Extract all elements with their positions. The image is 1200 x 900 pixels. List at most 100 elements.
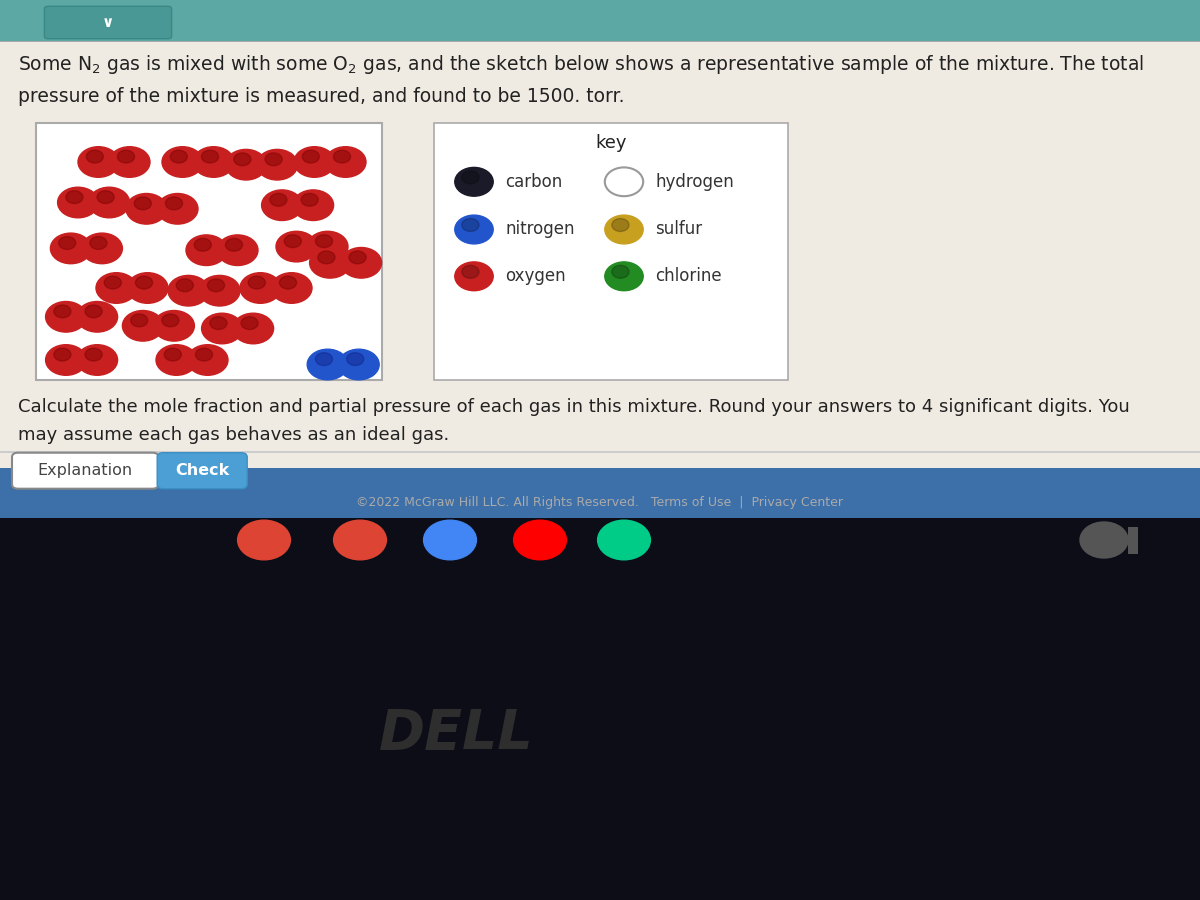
Circle shape (318, 251, 335, 264)
Text: Explanation: Explanation (37, 464, 133, 478)
FancyBboxPatch shape (36, 123, 382, 380)
FancyBboxPatch shape (1128, 526, 1138, 554)
Circle shape (58, 187, 98, 218)
Circle shape (176, 279, 193, 292)
Circle shape (154, 310, 194, 341)
Circle shape (162, 314, 179, 327)
Text: carbon: carbon (505, 173, 563, 191)
Circle shape (341, 248, 382, 278)
Circle shape (316, 353, 332, 365)
Circle shape (455, 262, 493, 291)
Circle shape (126, 194, 167, 224)
Circle shape (302, 150, 319, 163)
Circle shape (301, 194, 318, 206)
Circle shape (156, 345, 197, 375)
Circle shape (97, 191, 114, 203)
Circle shape (424, 520, 476, 560)
Circle shape (270, 194, 287, 206)
Circle shape (86, 150, 103, 163)
FancyBboxPatch shape (0, 0, 1200, 513)
Circle shape (193, 147, 234, 177)
Circle shape (276, 231, 317, 262)
Text: Calculate the mole fraction and partial pressure of each gas in this mixture. Ro: Calculate the mole fraction and partial … (18, 398, 1129, 416)
Circle shape (134, 197, 151, 210)
Circle shape (271, 273, 312, 303)
Circle shape (612, 219, 629, 231)
Text: ∨: ∨ (102, 15, 114, 30)
Text: oxygen: oxygen (505, 267, 566, 285)
Circle shape (104, 276, 121, 289)
Circle shape (199, 275, 240, 306)
Circle shape (1080, 522, 1128, 558)
Text: DELL: DELL (379, 706, 533, 760)
Text: may assume each gas behaves as an ideal gas.: may assume each gas behaves as an ideal … (18, 426, 449, 444)
Circle shape (316, 235, 332, 248)
FancyBboxPatch shape (0, 0, 1200, 40)
Circle shape (90, 237, 107, 249)
Circle shape (605, 167, 643, 196)
Circle shape (234, 153, 251, 166)
Circle shape (109, 147, 150, 177)
Circle shape (202, 313, 242, 344)
Circle shape (248, 276, 265, 289)
Circle shape (170, 150, 187, 163)
Circle shape (157, 194, 198, 224)
Circle shape (210, 317, 227, 329)
Circle shape (82, 233, 122, 264)
Circle shape (194, 238, 211, 251)
Text: sulfur: sulfur (655, 220, 702, 238)
Circle shape (166, 197, 182, 210)
Circle shape (233, 313, 274, 344)
Circle shape (462, 219, 479, 231)
Circle shape (136, 276, 152, 289)
FancyBboxPatch shape (0, 40, 1200, 42)
Circle shape (265, 153, 282, 166)
Circle shape (598, 520, 650, 560)
Circle shape (118, 150, 134, 163)
Circle shape (349, 251, 366, 264)
Circle shape (196, 348, 212, 361)
Circle shape (66, 191, 83, 203)
Circle shape (202, 150, 218, 163)
Circle shape (186, 235, 227, 266)
Text: Check: Check (175, 464, 229, 478)
Circle shape (605, 215, 643, 244)
Circle shape (162, 147, 203, 177)
Circle shape (240, 273, 281, 303)
Text: nitrogen: nitrogen (505, 220, 575, 238)
Circle shape (293, 190, 334, 220)
Circle shape (307, 231, 348, 262)
Circle shape (257, 149, 298, 180)
Circle shape (78, 147, 119, 177)
Text: ©2022 McGraw Hill LLC. All Rights Reserved.   Terms of Use  |  Privacy Center: ©2022 McGraw Hill LLC. All Rights Reserv… (356, 496, 844, 508)
FancyBboxPatch shape (0, 468, 1200, 518)
Text: pressure of the mixture is measured, and found to be 1500. torr.: pressure of the mixture is measured, and… (18, 86, 624, 106)
Circle shape (334, 150, 350, 163)
Circle shape (187, 345, 228, 375)
Circle shape (226, 238, 242, 251)
Circle shape (455, 215, 493, 244)
Circle shape (605, 262, 643, 291)
Circle shape (462, 266, 479, 278)
Circle shape (77, 302, 118, 332)
Circle shape (334, 520, 386, 560)
FancyBboxPatch shape (44, 6, 172, 39)
Circle shape (294, 147, 335, 177)
Circle shape (455, 167, 493, 196)
Circle shape (127, 273, 168, 303)
Circle shape (462, 171, 479, 184)
Circle shape (46, 345, 86, 375)
Circle shape (46, 302, 86, 332)
Circle shape (280, 276, 296, 289)
Circle shape (238, 520, 290, 560)
Circle shape (85, 305, 102, 318)
Circle shape (262, 190, 302, 220)
Circle shape (307, 349, 348, 380)
FancyBboxPatch shape (0, 452, 1200, 453)
Circle shape (226, 149, 266, 180)
Text: chlorine: chlorine (655, 267, 722, 285)
Circle shape (77, 345, 118, 375)
Text: key: key (595, 134, 628, 152)
Circle shape (217, 235, 258, 266)
Circle shape (96, 273, 137, 303)
